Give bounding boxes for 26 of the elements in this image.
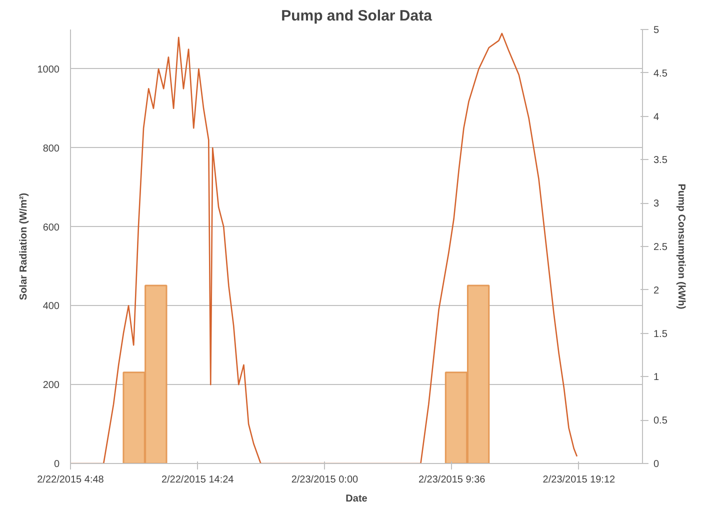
y2-tick-label: 1.5: [654, 328, 668, 340]
y2-tick-label: 2.5: [654, 242, 668, 253]
y-tick-label: 200: [42, 380, 60, 392]
y2-tick-label: 1: [654, 372, 660, 384]
y-tick-label: 1000: [37, 64, 60, 76]
y2-axis-title: Pump Consumption (kWh): [675, 184, 686, 310]
x-tick-label: 2/23/2015 9:36: [418, 474, 486, 486]
chart-title: Pump and Solar Data: [281, 8, 433, 24]
y-tick-label: 800: [42, 143, 60, 154]
x-tick-label: 2/23/2015 0:00: [291, 474, 359, 486]
x-tick-label: 2/22/2015 14:24: [161, 474, 234, 486]
y-axis-title: Solar Radiation (W/m²): [18, 192, 30, 300]
y2-tick-label: 3.5: [654, 155, 668, 166]
y2-tick-label: 0.5: [654, 416, 668, 427]
x-tick-label: 2/23/2015 19:12: [542, 474, 616, 486]
y2-tick-label: 4: [654, 112, 660, 123]
x-axis-title: Date: [346, 494, 368, 504]
y2-tick-label: 4.5: [654, 68, 668, 80]
y-tick-label: 600: [42, 222, 60, 234]
y2-tick-label: 5: [654, 25, 660, 36]
y-tick-label: 0: [54, 459, 60, 470]
y2-tick-label: 2: [654, 285, 660, 296]
x-tick-label: 2/22/2015 4:48: [37, 474, 104, 486]
y-tick-label: 400: [42, 301, 60, 312]
y2-tick-label: 0: [654, 459, 660, 470]
y2-tick-label: 3: [654, 198, 660, 210]
